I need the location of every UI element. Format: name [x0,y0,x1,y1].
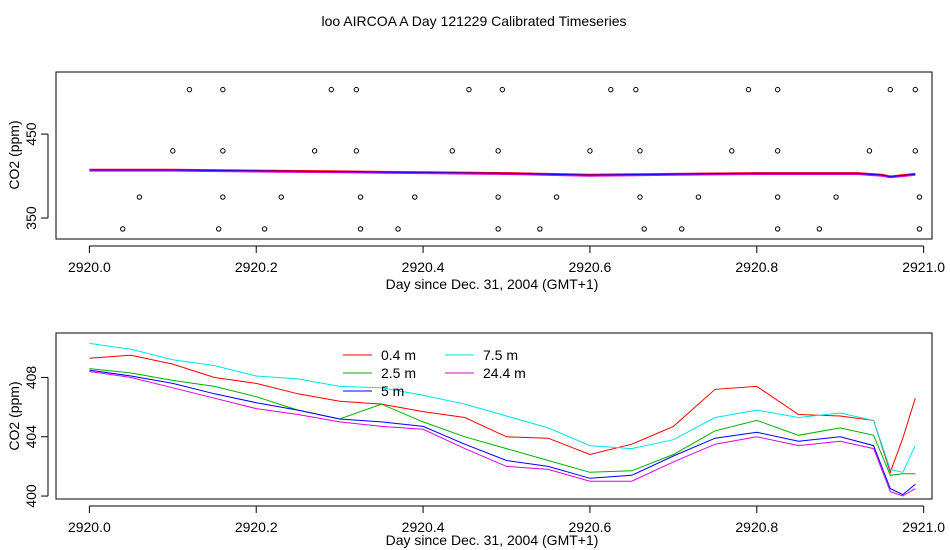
data-point [278,194,284,200]
data-point [637,194,643,200]
bottom-x-axis: 2920.0 2920.2 2920.4 2920.6 2920.8 2921.0 [68,505,945,535]
data-point [774,148,781,154]
x-tick-label: 2920.4 [402,519,445,535]
data-point [916,194,923,200]
data-point [466,86,472,93]
legend-label-1: 2.5 m [381,365,416,381]
top-x-axis-label: Day since Dec. 31, 2004 (GMT+1) [386,276,599,292]
data-point [695,194,702,200]
data-point [774,226,781,232]
data-point [866,148,873,154]
top-x-axis: 2920.0 2920.2 2920.4 2920.6 2920.8 2921.0 [68,245,945,275]
top-series-line [89,170,916,179]
data-point [120,226,126,232]
data-point [495,148,501,154]
y-tick-label: 400 [23,484,39,508]
x-tick-label: 2920.8 [735,259,778,275]
bottom-plot-frame [55,332,933,500]
y-tick-label: 450 [23,122,39,146]
data-point [261,226,268,232]
data-point [912,148,919,154]
top-series-line [89,168,916,177]
top-y-axis: 350 450 [23,122,49,230]
data-point [729,148,735,154]
series-line [89,371,916,497]
data-point [220,194,226,200]
data-point [357,226,364,232]
data-point [608,86,614,93]
data-point [353,86,360,93]
y-tick-label: 350 [23,206,39,230]
data-point [136,194,143,200]
data-point [774,86,781,93]
x-tick-label: 2920.8 [735,519,778,535]
legend-label-3: 7.5 m [483,347,518,363]
bottom-panel: 2920.0 2920.2 2920.4 2920.6 2920.8 2921.0 400… [6,332,945,548]
y-tick-label: 404 [23,425,39,449]
data-point [916,226,923,232]
data-point [353,148,360,154]
data-point [220,148,226,154]
top-panel: 2920.0 2920.2 2920.4 2920.6 2920.8 2921.0 350… [6,71,945,292]
series-line [89,354,916,474]
data-point [220,86,226,93]
top-y-axis-label: CO2 (ppm) [6,120,22,189]
data-point [215,226,222,232]
data-point [637,148,643,154]
y-tick-label: 408 [23,366,39,390]
legend-label-2: 5 m [381,383,404,399]
x-tick-label: 2920.6 [569,259,612,275]
data-point [412,194,418,200]
top-panel-marks [89,86,923,232]
data-point [679,226,685,232]
x-tick-label: 2920.0 [68,259,111,275]
data-point [553,194,560,200]
data-point [170,148,176,154]
series-line [89,369,916,496]
top-series-line [89,169,916,178]
legend-label-0: 0.4 m [381,347,416,363]
legend-label-4: 24.4 m [483,365,526,381]
data-point [641,226,647,232]
data-point [186,86,193,93]
data-point [912,86,919,93]
data-point [745,86,752,93]
data-point [774,194,781,200]
bottom-y-axis: 400 404 408 [23,366,49,508]
data-point [537,226,543,232]
data-point [495,194,501,200]
top-plot-frame [55,71,933,240]
x-tick-label: 2921.0 [902,519,945,535]
data-point [833,194,839,200]
data-point [887,86,893,93]
bottom-y-axis-label: CO2 (ppm) [6,381,22,450]
x-tick-label: 2921.0 [902,259,945,275]
figure-title: loo AIRCOA A Day 121229 Calibrated Times… [321,13,626,29]
x-tick-label: 2920.2 [235,259,278,275]
data-point [633,86,639,93]
data-point [495,226,501,232]
data-point [587,148,593,154]
bottom-x-axis-label: Day since Dec. 31, 2004 (GMT+1) [386,532,599,548]
data-point [328,86,335,93]
x-tick-label: 2920.2 [235,519,278,535]
chart-legend: 0.4 m 2.5 m 5 m 7.5 m 24.4 m [343,347,526,399]
data-point [357,194,364,200]
x-tick-label: 2920.6 [569,519,612,535]
data-point [395,226,401,232]
data-point [311,148,318,154]
data-point [499,86,506,93]
data-point [449,148,455,154]
x-tick-label: 2920.0 [68,519,111,535]
data-point [816,226,823,232]
series-line [89,368,916,476]
x-tick-label: 2920.4 [402,259,445,275]
bottom-panel-lines [89,342,916,497]
series-line [89,342,916,473]
